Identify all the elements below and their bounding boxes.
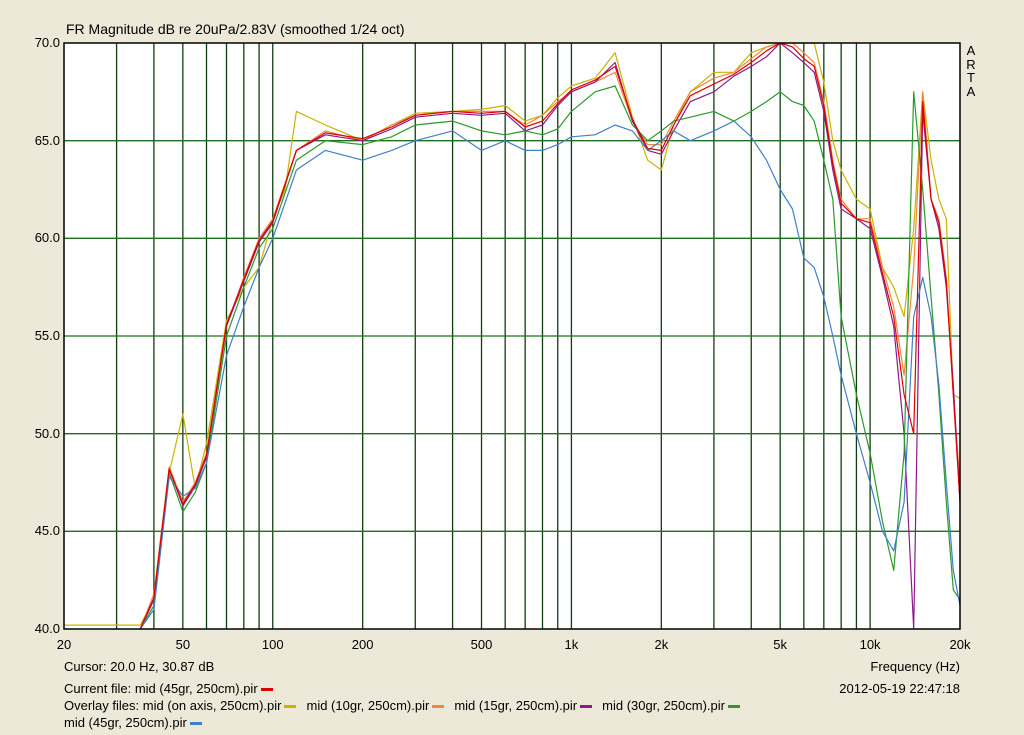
current-file-label: Current file: (64, 681, 132, 696)
y-tick-label: 55.0 (34, 328, 60, 343)
series-line (139, 85, 960, 629)
overlay-files-line-2: mid (45gr, 250cm).pir (64, 715, 212, 730)
brand-letter: A (966, 43, 976, 58)
y-tick-label: 40.0 (34, 621, 60, 636)
x-tick-label: 2k (654, 637, 669, 652)
y-tick-label: 60.0 (34, 230, 60, 246)
current-file-name: mid (45gr, 250cm).pir (134, 681, 258, 696)
overlay-swatch (284, 705, 297, 709)
x-axis-label: Frequency (Hz) (870, 659, 960, 674)
series-line (139, 43, 960, 629)
series-line (139, 43, 960, 629)
y-tick-label: 50.0 (34, 425, 60, 441)
overlay-file-name: mid (45gr, 250cm).pir (64, 715, 187, 730)
y-tick-label: 70.0 (34, 35, 60, 50)
overlay-swatch (189, 722, 202, 726)
brand-letter: A (966, 83, 976, 99)
chart-title: FR Magnitude dB re 20uPa/2.83V (smoothed… (66, 21, 405, 37)
overlay-swatch (727, 705, 740, 709)
overlay-file-name: mid (30gr, 250cm).pir (602, 698, 725, 713)
x-tick-label: 20k (949, 637, 971, 652)
brand-letter: R (966, 56, 976, 72)
x-tick-label: 50 (175, 637, 191, 652)
series-line (139, 120, 960, 629)
overlay-files-label: Overlay files: (64, 698, 140, 713)
plot-area[interactable] (63, 42, 961, 630)
overlay-swatch (580, 705, 593, 709)
arta-brand: A R T A (964, 44, 978, 98)
current-file-swatch (260, 688, 273, 692)
cursor-readout: Cursor: 20.0 Hz, 30.87 dB (64, 659, 215, 674)
x-tick-label: 500 (470, 637, 493, 652)
overlay-files-line: Overlay files: mid (on axis, 250cm).pir m… (64, 698, 750, 713)
overlay-file-name: mid (10gr, 250cm).pir (306, 698, 430, 713)
brand-letter: T (967, 70, 975, 85)
x-tick-label: 1k (564, 637, 579, 652)
y-tick-label: 45.0 (34, 523, 60, 539)
current-file-line: Current file: mid (45gr, 250cm).pir (64, 681, 283, 696)
x-tick-label: 20 (56, 637, 72, 652)
x-tick-label: 5k (773, 637, 788, 652)
plot-frame (63, 42, 961, 630)
timestamp: 2012-05-19 22:47:18 (839, 681, 960, 696)
overlay-swatch (432, 705, 445, 709)
overlay-file-name: mid (on axis, 250cm).pir (142, 698, 282, 713)
x-tick-label: 10k (859, 637, 881, 652)
x-tick-label: 100 (261, 637, 284, 652)
frequency-response-plot[interactable] (0, 0, 1024, 660)
overlay-file-name: mid (15gr, 250cm).pir (454, 698, 578, 713)
x-tick-label: 200 (351, 637, 374, 652)
y-tick-label: 65.0 (34, 132, 60, 148)
series-line (139, 43, 960, 629)
